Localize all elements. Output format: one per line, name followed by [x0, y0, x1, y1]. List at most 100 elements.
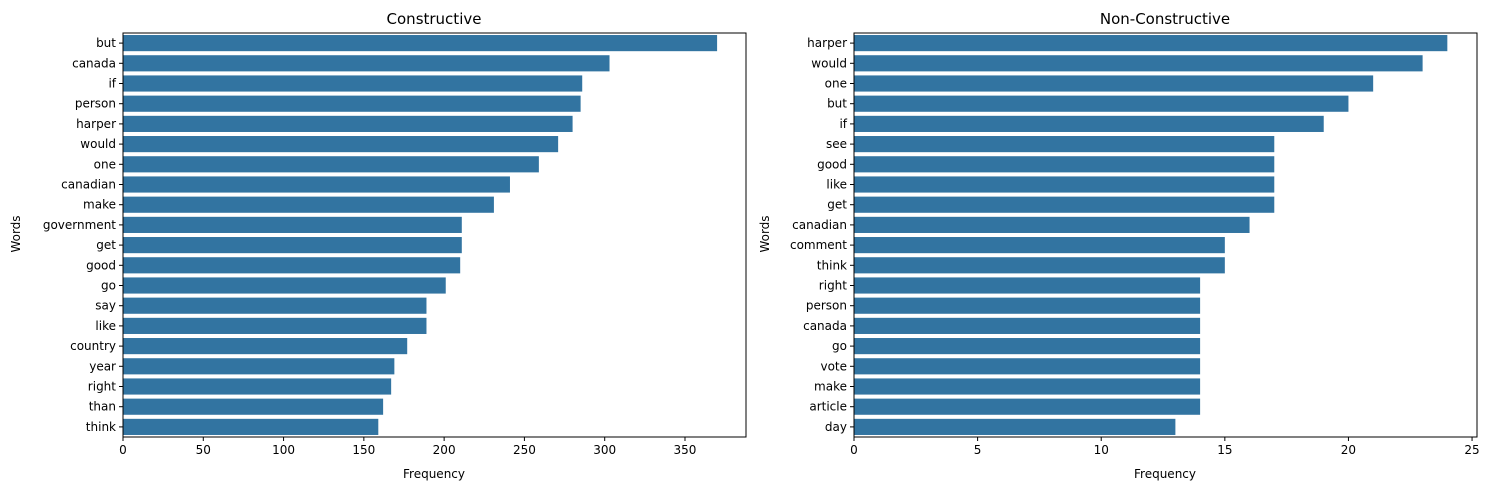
bar-year	[123, 358, 395, 375]
y-tick-label: one	[825, 77, 847, 91]
bar-country	[123, 338, 408, 355]
y-tick-label: see	[826, 137, 847, 151]
bar-harper	[123, 115, 573, 132]
bar-if	[123, 75, 583, 92]
y-tick-label: vote	[820, 359, 847, 373]
y-tick-label: canada	[72, 56, 116, 70]
bar-make	[123, 196, 494, 213]
bar-but	[123, 35, 718, 52]
y-tick-label: right	[819, 279, 847, 293]
x-tick-label: 5	[974, 443, 982, 457]
axes-frame	[122, 32, 747, 438]
y-tick-label: go	[832, 339, 847, 353]
bar-one	[123, 156, 539, 173]
x-axis-label: Frequency	[1134, 467, 1196, 481]
y-tick-label: think	[86, 420, 116, 434]
x-tick-label: 350	[674, 443, 697, 457]
y-tick-label: would	[80, 137, 116, 151]
bar-but	[854, 95, 1349, 112]
plot-area: but canada if person harper would one canadian m…	[43, 32, 747, 457]
x-tick-label: 10	[1094, 443, 1109, 457]
x-tick-label: 20	[1341, 443, 1356, 457]
y-tick-label: year	[89, 359, 116, 373]
x-tick-label: 150	[352, 443, 375, 457]
bar-than	[123, 398, 384, 415]
y-tick-label: than	[89, 400, 116, 414]
bar-think	[854, 257, 1225, 274]
bar-go	[854, 338, 1201, 355]
x-tick-label: 15	[1217, 443, 1232, 457]
bar-get	[854, 196, 1275, 213]
y-tick-label: canada	[803, 319, 847, 333]
y-tick-label: government	[43, 218, 116, 232]
x-axis-label: Frequency	[403, 467, 465, 481]
chart-title: Non-Constructive	[1100, 10, 1230, 28]
bar-would	[123, 136, 559, 153]
bar-canada	[123, 55, 610, 72]
y-tick-label: if	[108, 77, 116, 91]
bar-get	[123, 237, 462, 254]
bar-government	[123, 216, 462, 233]
x-tick-label: 25	[1464, 443, 1479, 457]
y-tick-label: get	[827, 198, 847, 212]
bar-good	[123, 257, 461, 274]
x-tick-label: 0	[850, 443, 858, 457]
y-tick-label: but	[96, 36, 116, 50]
y-tick-label: if	[839, 117, 847, 131]
y-tick-label: harper	[807, 36, 847, 50]
y-tick-label: person	[806, 299, 847, 313]
bar-article	[854, 398, 1201, 415]
y-tick-label: comment	[790, 238, 847, 252]
bar-go	[123, 277, 446, 294]
y-tick-label: day	[825, 420, 847, 434]
bar-would	[854, 55, 1423, 72]
bar-think	[123, 418, 379, 435]
y-tick-label: article	[809, 400, 847, 414]
bar-like	[854, 176, 1275, 193]
bar-vote	[854, 358, 1201, 375]
y-tick-label: canadian	[792, 218, 847, 232]
x-tick-label: 0	[119, 443, 127, 457]
chart-title: Constructive	[387, 10, 482, 28]
bar-make	[854, 378, 1201, 395]
y-tick-label: think	[817, 258, 847, 272]
y-tick-label: harper	[76, 117, 116, 131]
y-tick-label: say	[95, 299, 116, 313]
y-tick-label: person	[75, 97, 116, 111]
bar-like	[123, 317, 427, 334]
bar-right	[123, 378, 392, 395]
bar-comment	[854, 237, 1225, 254]
y-tick-label: make	[814, 380, 847, 394]
y-tick-label: good	[86, 258, 116, 272]
x-tick-label: 300	[593, 443, 616, 457]
y-tick-label: go	[101, 279, 116, 293]
x-tick-label: 100	[272, 443, 295, 457]
bar-canadian	[123, 176, 510, 193]
x-tick-label: 50	[196, 443, 211, 457]
bar-say	[123, 297, 427, 314]
y-tick-label: get	[96, 238, 116, 252]
bar-day	[854, 418, 1176, 435]
chart-non-constructive: Non-Constructive harper would one but if see g…	[758, 10, 1480, 481]
y-tick-label: make	[83, 198, 116, 212]
bar-harper	[854, 35, 1448, 52]
y-tick-label: country	[70, 339, 116, 353]
y-axis-label: Words	[9, 215, 23, 252]
bar-see	[854, 136, 1275, 153]
x-tick-label: 250	[513, 443, 536, 457]
y-tick-label: right	[88, 380, 116, 394]
bar-person	[123, 95, 581, 112]
chart-constructive: Constructive but canada if person harper woul…	[9, 10, 747, 481]
y-tick-label: would	[811, 56, 847, 70]
y-tick-label: like	[95, 319, 116, 333]
y-tick-label: one	[94, 157, 116, 171]
bar-canadian	[854, 216, 1250, 233]
x-tick-label: 200	[433, 443, 456, 457]
bar-right	[854, 277, 1201, 294]
bar-person	[854, 297, 1201, 314]
y-tick-label: good	[817, 157, 847, 171]
y-tick-label: but	[827, 97, 847, 111]
bar-canada	[854, 317, 1201, 334]
y-tick-label: canadian	[61, 178, 116, 192]
